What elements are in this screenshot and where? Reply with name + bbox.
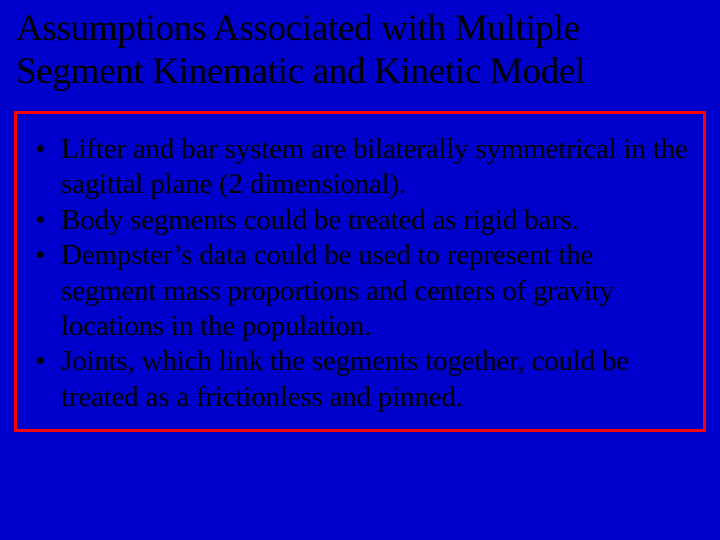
list-item: Body segments could be treated as rigid … [27, 203, 693, 238]
slide-title: Assumptions Associated with Multiple Seg… [14, 8, 706, 93]
list-item: Dempster’s data could be used to represe… [27, 238, 693, 344]
content-box: Lifter and bar system are bilaterally sy… [14, 111, 706, 432]
list-item: Joints, which link the segments together… [27, 344, 693, 415]
slide: Assumptions Associated with Multiple Seg… [0, 0, 720, 540]
bullet-list: Lifter and bar system are bilaterally sy… [27, 132, 693, 415]
list-item: Lifter and bar system are bilaterally sy… [27, 132, 693, 203]
